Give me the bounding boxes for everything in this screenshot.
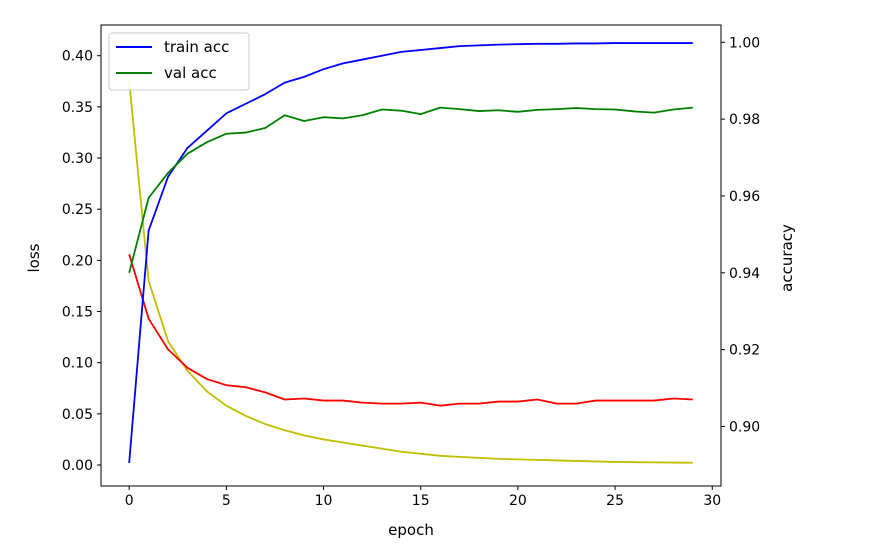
x-tick-label: 20 [509, 493, 527, 509]
right-tick-label: 0.90 [729, 419, 760, 435]
left-tick-label: 0.00 [62, 458, 93, 474]
x-tick-label: 30 [703, 493, 721, 509]
x-tick-label: 25 [606, 493, 624, 509]
right-tick-label: 0.92 [729, 343, 760, 359]
x-tick-label: 5 [222, 493, 231, 509]
right-tick-label: 1.00 [729, 35, 760, 51]
x-tick-label: 15 [412, 493, 430, 509]
series-layer [128, 42, 693, 464]
left-axis-label: loss [25, 243, 43, 272]
left-tick-label: 0.20 [62, 253, 93, 269]
left-tick-label: 0.25 [62, 202, 93, 218]
right-axis: 0.90 0.92 0.94 0.96 0.98 1.00 [721, 35, 760, 435]
right-tick-label: 0.98 [729, 112, 760, 128]
x-axis-label: epoch [388, 521, 434, 539]
right-tick-label: 0.96 [729, 189, 760, 205]
x-tick-label: 0 [125, 493, 134, 509]
left-tick-label: 0.15 [62, 305, 93, 321]
series-line-0 [128, 81, 693, 464]
left-tick-label: 0.05 [62, 407, 93, 423]
left-tick-label: 0.10 [62, 356, 93, 372]
right-axis-label: accuracy [778, 224, 796, 292]
right-tick-label: 0.94 [729, 266, 760, 282]
left-tick-label: 0.35 [62, 100, 93, 116]
legend: train acc val acc [108, 32, 250, 91]
left-tick-label: 0.40 [62, 49, 93, 65]
left-tick-label: 0.30 [62, 151, 93, 167]
series-line-2 [128, 42, 693, 464]
series-line-1 [128, 253, 693, 407]
legend-label: val acc [164, 64, 217, 82]
x-tick-label: 10 [315, 493, 333, 509]
left-axis: 0.00 0.05 0.10 0.15 0.20 0.25 0.30 0.35 0.40 [62, 49, 101, 474]
plot-frame [100, 24, 722, 487]
legend-label: train acc [164, 38, 229, 56]
x-axis: 0 5 10 15 20 25 30 [125, 486, 721, 509]
series-line-3 [128, 106, 693, 274]
